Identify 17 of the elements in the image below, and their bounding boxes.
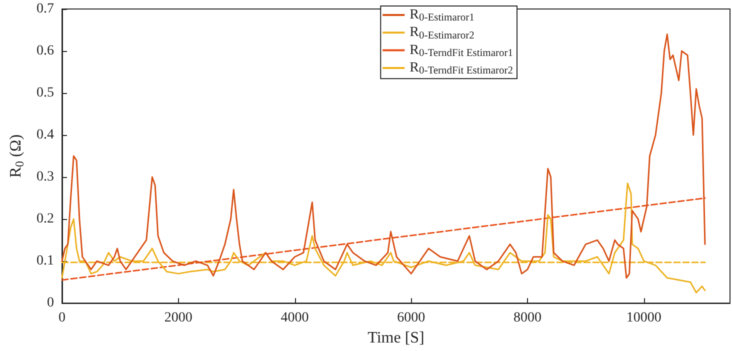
y-tick-label: 0.1 [36, 254, 54, 269]
x-tick-label: 0 [58, 310, 66, 326]
x-tick-label: 6000 [397, 310, 426, 326]
x-axis-title: Time [S] [368, 330, 424, 346]
x-tick-label: 2000 [164, 310, 192, 326]
x-tick-label: 8000 [514, 310, 542, 326]
y-tick-label: 0 [47, 296, 54, 311]
y-tick-label: 0.3 [36, 170, 54, 185]
y-tick-label: 0.7 [36, 2, 54, 16]
line-series [61, 182, 706, 294]
y-tick-label: 0.4 [36, 128, 54, 143]
y-tick-label: 0.6 [36, 44, 54, 59]
y-tick-label: 0.2 [36, 212, 54, 227]
y-tick-label: 0.5 [36, 86, 54, 101]
x-tick-label: 4000 [280, 310, 309, 326]
y-axis-title: R0 (Ω) [8, 134, 27, 178]
x-tick-label: 10000 [626, 310, 662, 326]
